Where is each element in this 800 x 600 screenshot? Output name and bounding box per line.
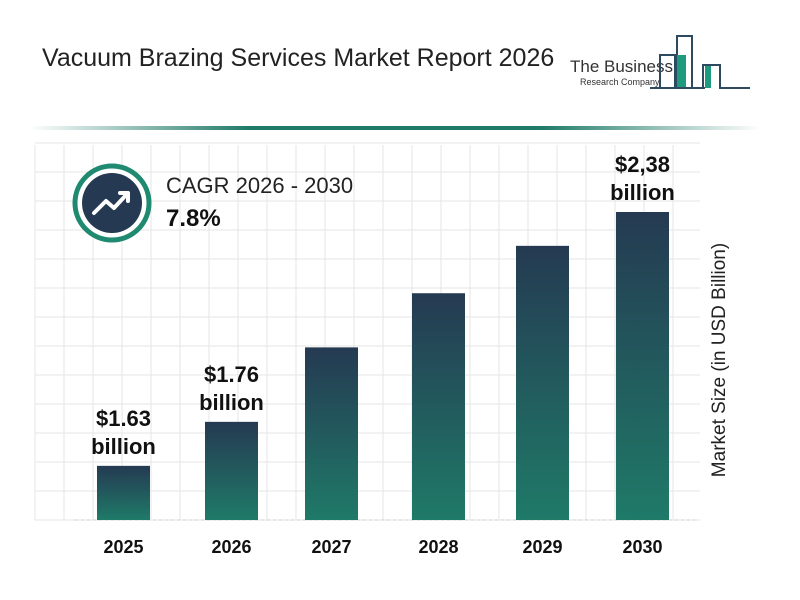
company-logo: The Business Research Company <box>570 35 750 89</box>
data-label: billion <box>610 180 675 205</box>
trending-up-icon <box>72 163 152 243</box>
svg-text:Research Company: Research Company <box>580 77 660 87</box>
bar-2030 <box>616 212 669 520</box>
svg-text:The Business: The Business <box>570 57 673 76</box>
data-label: billion <box>91 434 156 459</box>
data-label: billion <box>199 390 264 415</box>
cagr-label: CAGR 2026 - 2030 <box>166 173 354 198</box>
bar-2025 <box>97 465 150 520</box>
x-tick-label: 2026 <box>211 537 251 557</box>
bar-2028 <box>412 293 465 520</box>
data-label: $1.76 <box>204 362 259 387</box>
bar-2027 <box>305 347 358 520</box>
x-tick-label: 2028 <box>418 537 458 557</box>
data-label: $1.63 <box>96 406 151 431</box>
divider <box>30 126 760 130</box>
x-tick-label: 2027 <box>311 537 351 557</box>
cagr-value: 7.8% <box>166 205 221 232</box>
page-title: Vacuum Brazing Services Market Report 20… <box>42 44 555 72</box>
x-tick-label: 2030 <box>622 537 662 557</box>
x-tick-label: 2025 <box>103 537 143 557</box>
y-axis-label: Market Size (in USD Billion) <box>709 242 730 478</box>
x-tick-label: 2029 <box>522 537 562 557</box>
bar-2029 <box>516 245 569 520</box>
cagr-box: CAGR 2026 - 2030 7.8% <box>72 163 353 243</box>
data-label: $2,38 <box>615 152 670 177</box>
bar-2026 <box>205 421 258 520</box>
